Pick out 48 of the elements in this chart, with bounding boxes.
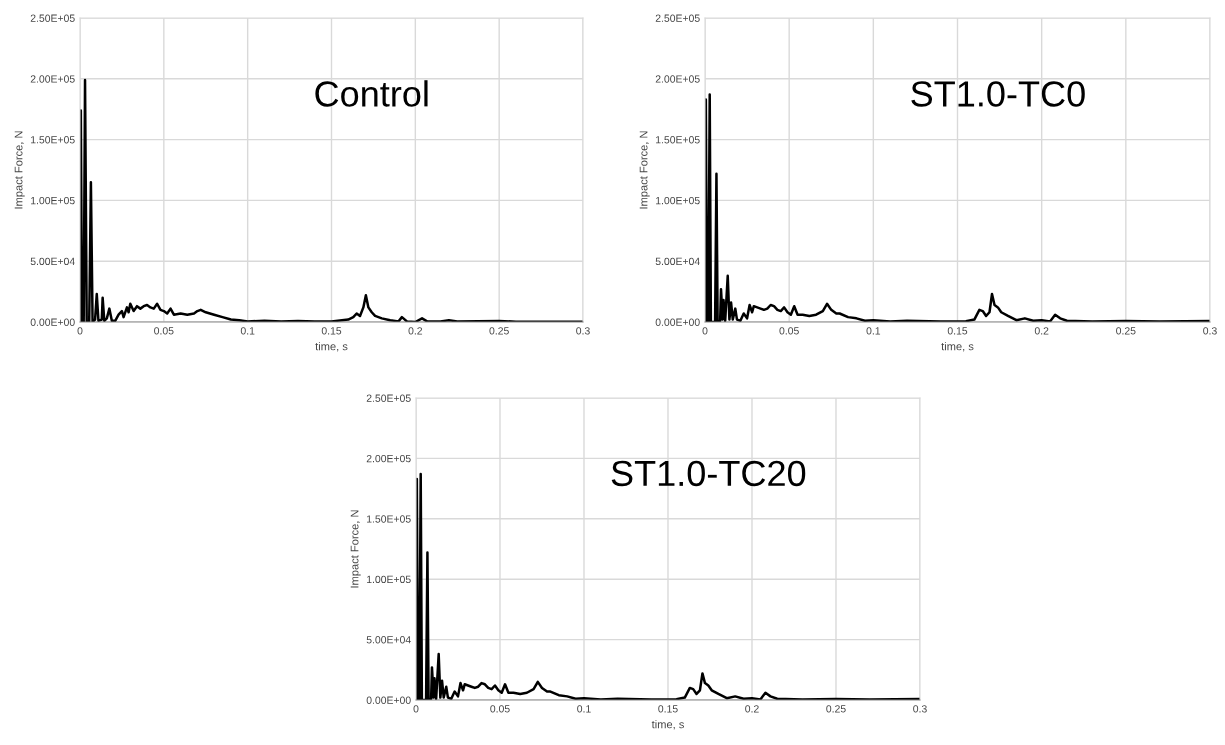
x-tick-label: 0.25	[489, 327, 509, 335]
y-tick-label: 5.00E+04	[655, 257, 700, 266]
x-tick-label: 0.25	[1116, 327, 1136, 335]
y-tick-label: 2.50E+05	[366, 394, 411, 402]
y-axis-title: Impact Force, N	[350, 510, 361, 588]
annotation: ST1.0-TC20	[611, 460, 806, 487]
y-tick-label: 0.00E+00	[30, 318, 75, 326]
x-tick-label: 0	[702, 327, 708, 335]
x-tick-label: 0	[77, 327, 83, 335]
x-tick-label: 0.15	[947, 327, 968, 335]
x-tick-label: 0.25	[826, 705, 846, 713]
y-tick-label: 1.50E+05	[656, 136, 700, 144]
x-tick-label: 0	[413, 705, 419, 713]
y-tick-label: 2.00E+05	[30, 75, 75, 83]
x-tick-label: 0.3	[913, 705, 927, 713]
annotation: Control	[315, 80, 428, 107]
y-tick-label: 1.00E+05	[367, 575, 411, 584]
x-tick-label: 0.2	[408, 327, 423, 335]
y-tick-label: 1.00E+05	[31, 196, 75, 205]
y-tick-label: 1.00E+05	[656, 196, 700, 205]
y-tick-label: 1.50E+05	[31, 136, 75, 144]
annotation: ST1.0-TC0	[911, 81, 1085, 107]
y-tick-label: 2.00E+05	[366, 454, 411, 463]
x-tick-label: 0.3	[576, 327, 590, 335]
x-axis-title: time, s	[941, 342, 974, 352]
y-tick-label: 0.00E+00	[366, 696, 411, 704]
y-tick-label: 1.50E+05	[367, 515, 411, 523]
y-axis-title: Impact Force, N	[14, 131, 25, 209]
y-tick-label: 0.00E+00	[655, 318, 700, 326]
x-tick-label: 0.1	[240, 327, 255, 335]
x-tick-label: 0.3	[1203, 327, 1217, 335]
x-tick-label: 0.1	[866, 327, 881, 335]
x-tick-label: 0.2	[1034, 327, 1049, 335]
y-tick-label: 2.00E+05	[655, 75, 700, 83]
x-tick-label: 0.1	[577, 705, 591, 713]
x-tick-label: 0.05	[490, 705, 510, 713]
x-tick-label: 0.05	[779, 327, 799, 335]
y-tick-label: 5.00E+04	[30, 257, 75, 266]
y-axis-title: Impact Force, N	[639, 131, 650, 209]
x-tick-label: 0.05	[154, 327, 174, 335]
x-tick-label: 0.15	[658, 705, 678, 713]
x-axis-title: time, s	[315, 342, 348, 352]
y-tick-label: 2.50E+05	[30, 14, 75, 22]
y-tick-label: 2.50E+05	[655, 14, 700, 22]
x-tick-label: 0.2	[745, 705, 759, 713]
x-tick-label: 0.15	[321, 327, 342, 335]
y-tick-label: 5.00E+04	[366, 636, 411, 644]
x-axis-title: time, s	[651, 720, 684, 730]
